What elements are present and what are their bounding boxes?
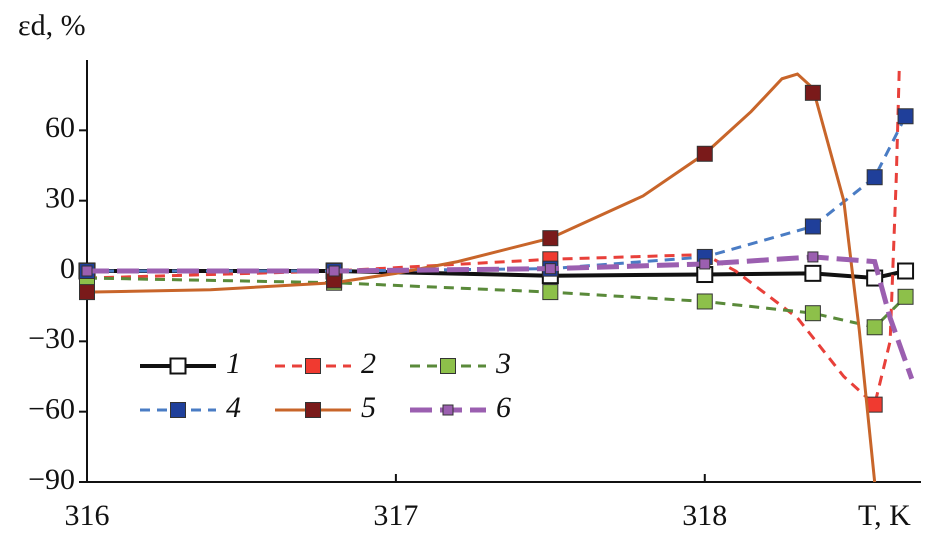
marker (699, 258, 711, 270)
marker (897, 108, 914, 125)
y-tick-label: 60 (45, 111, 75, 144)
marker (807, 251, 819, 263)
marker (696, 293, 713, 310)
x-tick-label: 318 (682, 499, 727, 532)
series-line (87, 254, 915, 380)
legend-label: 2 (361, 347, 376, 380)
marker (696, 145, 713, 162)
x-axis-label: T, K (858, 499, 911, 532)
marker (328, 265, 340, 277)
marker (866, 169, 883, 186)
legend-label: 3 (495, 347, 511, 380)
legend-label: 6 (496, 391, 511, 424)
x-tick-label: 317 (373, 499, 418, 532)
marker (897, 288, 914, 305)
legend-label: 1 (226, 347, 241, 380)
legend-marker (170, 402, 186, 418)
series-line (86, 276, 907, 329)
marker (866, 319, 883, 336)
legend-label: 4 (226, 391, 241, 424)
y-tick-label: 0 (60, 252, 75, 285)
legend-marker (305, 358, 321, 374)
y-tick-label: 30 (45, 182, 75, 215)
legend-marker (169, 357, 187, 375)
marker (81, 265, 93, 277)
marker (804, 305, 821, 322)
y-axis-label: εd, % (18, 9, 86, 42)
y-tick-label: −90 (28, 463, 75, 496)
legend-marker (440, 358, 456, 374)
y-tick-label: −60 (28, 393, 75, 426)
marker (804, 218, 821, 235)
marker (897, 262, 915, 280)
marker (79, 284, 95, 301)
marker (542, 284, 559, 301)
marker (544, 263, 556, 275)
marker (542, 230, 559, 247)
x-tick-label: 316 (65, 499, 110, 532)
series-line (86, 64, 901, 408)
y-tick-label: −30 (28, 322, 75, 355)
legend-marker (442, 404, 454, 416)
series-line (86, 72, 877, 483)
marker (804, 264, 822, 282)
marker (804, 84, 821, 101)
marker (866, 396, 883, 413)
legend-marker (305, 402, 321, 418)
legend-label: 5 (361, 391, 376, 424)
series-line (87, 115, 907, 273)
